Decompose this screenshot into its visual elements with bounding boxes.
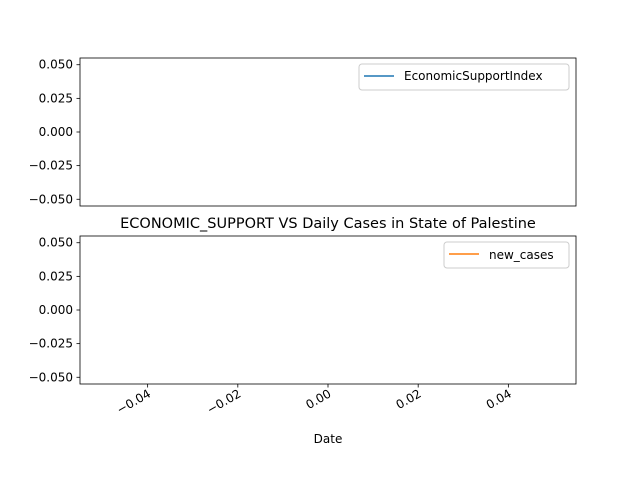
y-tick-label-top: −0.050 [29,192,73,206]
y-tick-label-top: 0.000 [39,125,73,139]
subplot-bottom: ECONOMIC_SUPPORT VS Daily Cases in State… [29,216,577,446]
x-tick-label: 0.00 [303,386,333,411]
legend-label-economic-support-index: EconomicSupportIndex [404,69,543,83]
y-tick-label-bottom: 0.000 [39,303,73,317]
x-tick-label: −0.02 [204,386,243,417]
y-tick-label-bottom: −0.025 [29,337,73,351]
legend-bottom: new_cases [443,241,570,269]
y-tick-label-bottom: 0.025 [39,269,73,283]
x-ticks-bottom: −0.04 −0.02 0.00 0.02 0.04 [114,384,514,417]
y-tick-label-bottom: 0.050 [39,236,73,250]
y-tick-label-top: 0.050 [39,58,73,72]
y-ticks-bottom: 0.050 0.025 0.000 −0.025 −0.050 [29,236,80,384]
y-ticks-top: 0.050 0.025 0.000 −0.025 −0.050 [29,58,80,206]
y-tick-label-bottom: −0.050 [29,370,73,384]
x-axis-label: Date [314,432,343,446]
legend-top: EconomicSupportIndex [358,63,570,91]
legend-box-top [358,63,570,91]
subplot-top: 0.050 0.025 0.000 −0.025 −0.050 EconomicSupp… [29,57,577,207]
chart-title: ECONOMIC_SUPPORT VS Daily Cases in State… [120,216,536,232]
x-tick-label: 0.02 [394,386,424,411]
y-tick-label-top: 0.025 [39,91,73,105]
y-tick-label-top: −0.025 [29,159,73,173]
legend-box-bottom [443,241,570,269]
legend-label-new-cases: new_cases [489,248,554,262]
x-tick-label: 0.04 [484,386,514,411]
x-tick-label: −0.04 [114,386,153,417]
